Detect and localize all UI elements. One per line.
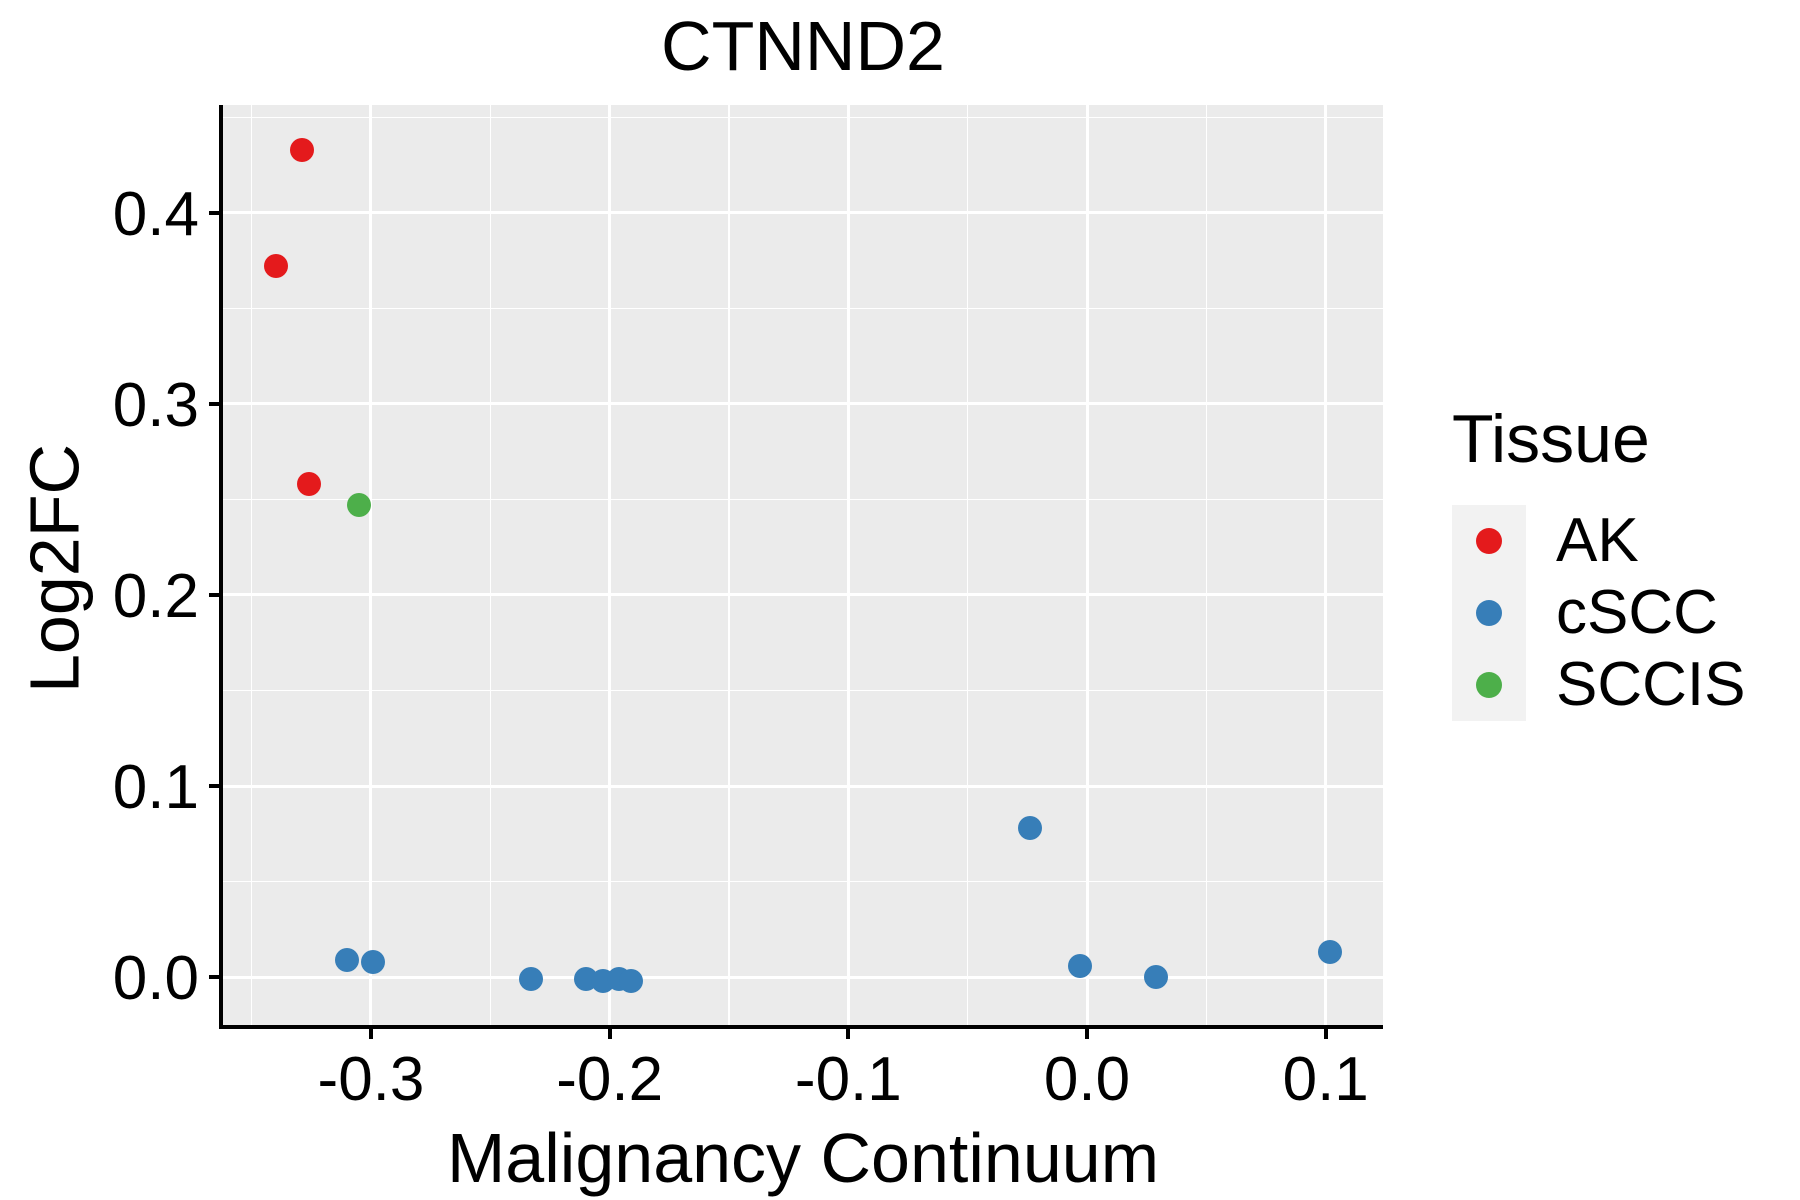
legend-label: SCCIS (1556, 650, 1746, 719)
x-tick-label: -0.1 (794, 1045, 902, 1114)
gridline-minor-horizontal (223, 498, 1383, 501)
data-point-cscc (518, 966, 543, 991)
legend-item-ak: AK (1452, 505, 1745, 577)
data-point-cscc (335, 947, 360, 972)
x-tick-mark (1085, 1029, 1090, 1039)
legend-label: AK (1556, 506, 1639, 575)
legend-dot-icon (1476, 672, 1502, 698)
gridline-major-vertical (608, 105, 612, 1025)
data-point-ak (263, 254, 288, 279)
gridline-minor-vertical (728, 105, 730, 1025)
y-tick-mark (209, 592, 219, 597)
data-point-cscc (1144, 965, 1169, 990)
y-tick-label: 0.1 (112, 753, 199, 823)
plot-panel (223, 105, 1383, 1025)
x-axis-line (219, 1025, 1383, 1029)
legend-item-sccis: SCCIS (1452, 649, 1745, 721)
gridline-major-horizontal (223, 211, 1383, 215)
x-tick-mark (1323, 1029, 1328, 1039)
gridline-minor-horizontal (223, 116, 1383, 119)
x-axis-title: Malignancy Continuum (446, 1119, 1160, 1197)
y-tick-label: 0.2 (112, 561, 199, 631)
gridline-minor-horizontal (223, 880, 1383, 883)
y-tick-label: 0.0 (112, 944, 199, 1014)
legend-key (1452, 577, 1526, 649)
data-point-ak (289, 137, 314, 162)
x-tick-mark (607, 1029, 612, 1039)
gridline-major-vertical (369, 105, 373, 1025)
gridline-minor-vertical (1205, 105, 1208, 1025)
x-tick-mark (846, 1029, 851, 1039)
y-tick-mark (209, 975, 219, 980)
y-tick-label: 0.4 (112, 179, 199, 249)
x-tick-label: -0.3 (317, 1045, 425, 1114)
y-axis-line (219, 105, 223, 1029)
gridline-minor-vertical (250, 105, 253, 1025)
plot-title: CTNND2 (661, 7, 945, 85)
legend-dot-icon (1476, 600, 1502, 626)
legend-dot-icon (1476, 528, 1502, 554)
gridline-major-horizontal (223, 402, 1383, 406)
gridline-major-vertical (1085, 105, 1089, 1025)
gridline-minor-horizontal (223, 307, 1383, 310)
data-point-cscc (1318, 940, 1343, 965)
gridline-major-horizontal (223, 784, 1383, 788)
legend-title: Tissue (1452, 401, 1650, 477)
y-tick-mark (209, 401, 219, 406)
x-tick-label: 0.0 (1043, 1045, 1131, 1114)
gridline-major-horizontal (223, 593, 1383, 597)
data-point-cscc (619, 968, 644, 993)
data-point-cscc (1067, 953, 1092, 978)
data-point-ak (296, 472, 321, 497)
data-point-cscc (1017, 816, 1042, 841)
gridline-minor-horizontal (223, 689, 1383, 692)
legend-key (1452, 649, 1526, 721)
gridline-major-vertical (1324, 105, 1328, 1025)
gridline-major-vertical (846, 105, 850, 1025)
y-tick-mark (209, 784, 219, 789)
y-tick-label: 0.3 (112, 370, 199, 440)
data-point-cscc (361, 949, 386, 974)
legend-item-cscc: cSCC (1452, 577, 1745, 649)
y-tick-mark (209, 210, 219, 215)
gridline-minor-vertical (489, 105, 492, 1025)
x-tick-label: 0.1 (1282, 1045, 1369, 1114)
x-tick-mark (368, 1029, 373, 1039)
x-tick-label: -0.2 (556, 1045, 664, 1114)
legend-key (1452, 505, 1526, 577)
legend-label: cSCC (1556, 578, 1718, 647)
data-point-sccis (347, 493, 372, 518)
gridline-major-horizontal (223, 975, 1383, 979)
gridline-minor-vertical (966, 105, 969, 1025)
legend: AK cSCC SCCIS (1452, 505, 1745, 721)
